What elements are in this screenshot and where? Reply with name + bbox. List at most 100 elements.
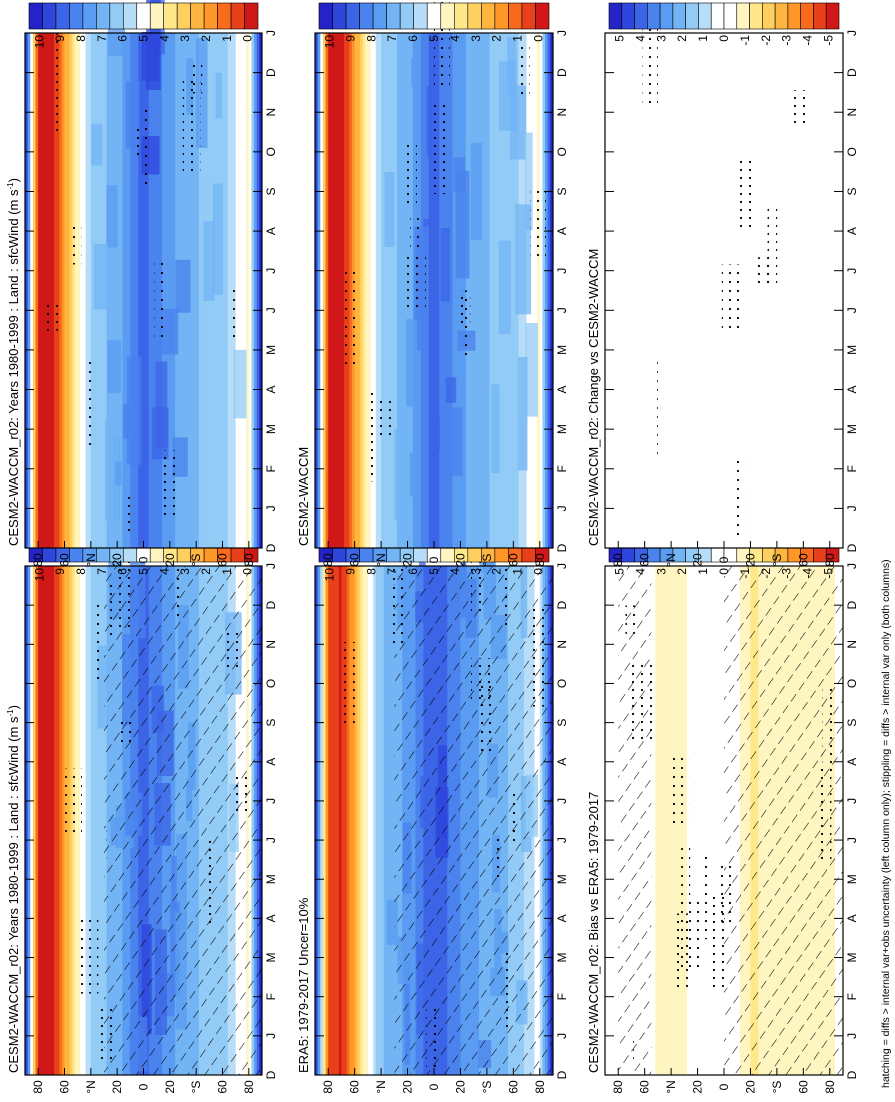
heatmap-cell: [240, 33, 245, 548]
heatmap-cell: [325, 33, 329, 548]
stippling: [402, 140, 417, 209]
colorbar: 5 4 3 2 1 0 -1 -2 -3 -4 -5: [608, 2, 840, 46]
lat-label: 60: [348, 553, 362, 567]
heatmap-cell: [494, 33, 498, 548]
colorbar-tick-label: -1: [738, 35, 752, 46]
stippling: [50, 24, 60, 134]
heatmap-cell: [132, 33, 137, 548]
colorbar-tick-label: 9: [53, 568, 67, 575]
heatmap-cell: [315, 33, 319, 548]
heatmap-cell: [660, 33, 664, 548]
title-end: ): [6, 178, 21, 182]
heatmap-cell: [636, 33, 640, 548]
heatmap-cell: [835, 33, 839, 548]
lat-label: °S: [480, 1081, 494, 1094]
stippling: [79, 913, 99, 994]
colorbar-swatch: [467, 2, 482, 30]
month-label: J: [845, 268, 859, 274]
heatmap-cell: [647, 33, 651, 548]
lat-label: 0: [137, 1083, 151, 1090]
colorbar-swatch: [399, 2, 415, 30]
heatmap-cell: [840, 33, 844, 548]
lat-label: 80: [31, 553, 45, 567]
colorbar-tick-label: 5: [612, 568, 626, 575]
month-label: D: [845, 1070, 859, 1079]
heatmap-cell: [367, 33, 372, 548]
stippling: [499, 540, 512, 629]
heatmap-cell: [692, 33, 696, 548]
heatmap-cell: [196, 33, 200, 548]
heatmap-cell: [484, 33, 488, 548]
colorbar-swatch: [440, 2, 455, 30]
heatmap-cell: [837, 33, 841, 548]
heatmap-cell: [322, 33, 327, 548]
heatmap-cell: [383, 566, 387, 1075]
month-label: M: [845, 874, 859, 884]
heatmap-cell: [107, 340, 122, 394]
month-label: J: [264, 307, 278, 313]
colorbar-swatch: [426, 2, 442, 30]
heatmap-cell: [631, 33, 635, 548]
colorbar-swatch: [710, 2, 725, 30]
heatmap-cell: [663, 566, 667, 1075]
heatmap-cell: [64, 33, 68, 548]
heatmap-cell: [652, 566, 656, 1075]
heatmap-cell: [222, 33, 226, 548]
lat-label: 20: [453, 1080, 467, 1094]
title-end: ): [6, 705, 21, 709]
stippling: [364, 392, 378, 482]
colorbar-swatch: [244, 2, 259, 30]
heatmap-cell: [328, 33, 332, 548]
month-label: S: [845, 187, 859, 195]
heatmap-cell: [151, 407, 169, 460]
heatmap-cell: [498, 240, 511, 335]
heatmap-cell: [692, 566, 696, 1075]
lat-label: °S: [770, 554, 784, 567]
colorbar-swatch: [122, 2, 138, 30]
heatmap-cell: [114, 33, 118, 548]
colorbar-swatch: [109, 2, 124, 30]
heatmap-cell: [713, 566, 717, 1075]
colorbar-tick-label: -3: [780, 35, 794, 46]
colorbar-swatch: [813, 2, 827, 30]
lat-label: 60: [58, 553, 72, 567]
title-text: CESM2-WACCM_r02: Change vs CESM2-WACCM: [586, 249, 601, 546]
stippling: [65, 768, 82, 838]
heatmap-cell: [67, 33, 71, 548]
heatmap-cell: [790, 33, 794, 548]
month-label: J: [555, 268, 569, 274]
month-label: D: [555, 1070, 569, 1079]
colorbar-tick-label: 7: [385, 568, 399, 575]
heatmap-cell: [88, 33, 92, 548]
colorbar-swatch: [749, 2, 763, 30]
heatmap-cell: [59, 566, 63, 1075]
lat-label: 0: [137, 556, 151, 563]
heatmap-field: [315, 33, 554, 548]
heatmap-cell: [386, 566, 390, 1075]
colorbar-tick-label: 1: [220, 35, 234, 42]
month-label: A: [845, 227, 859, 235]
lat-label: 80: [823, 553, 837, 567]
colorbar-tick-label: 2: [675, 568, 689, 575]
heatmap-cell: [38, 566, 42, 1075]
heatmap-cell: [694, 33, 699, 548]
heatmap-cell: [359, 566, 364, 1075]
heatmap-cell: [30, 33, 34, 548]
lat-label: °N: [664, 1080, 678, 1093]
stippling: [712, 893, 730, 992]
month-label: M: [845, 953, 859, 963]
figure-footnote: hatching = diffs > internal var+obs unce…: [880, 559, 892, 1088]
heatmap-cell: [426, 86, 433, 157]
month-label: J: [555, 30, 569, 36]
heatmap-cell: [782, 33, 786, 548]
colorbar-tick-label: 3: [469, 568, 483, 575]
heatmap-cell: [406, 319, 415, 407]
month-label: F: [845, 993, 859, 1000]
month-label: D: [845, 68, 859, 77]
heatmap-cell: [473, 33, 477, 548]
colorbar-tick-label: 2: [675, 35, 689, 42]
colorbar-tick-label: 9: [53, 35, 67, 42]
colorbar-swatch: [494, 2, 509, 30]
lat-label: 80: [611, 1080, 625, 1094]
